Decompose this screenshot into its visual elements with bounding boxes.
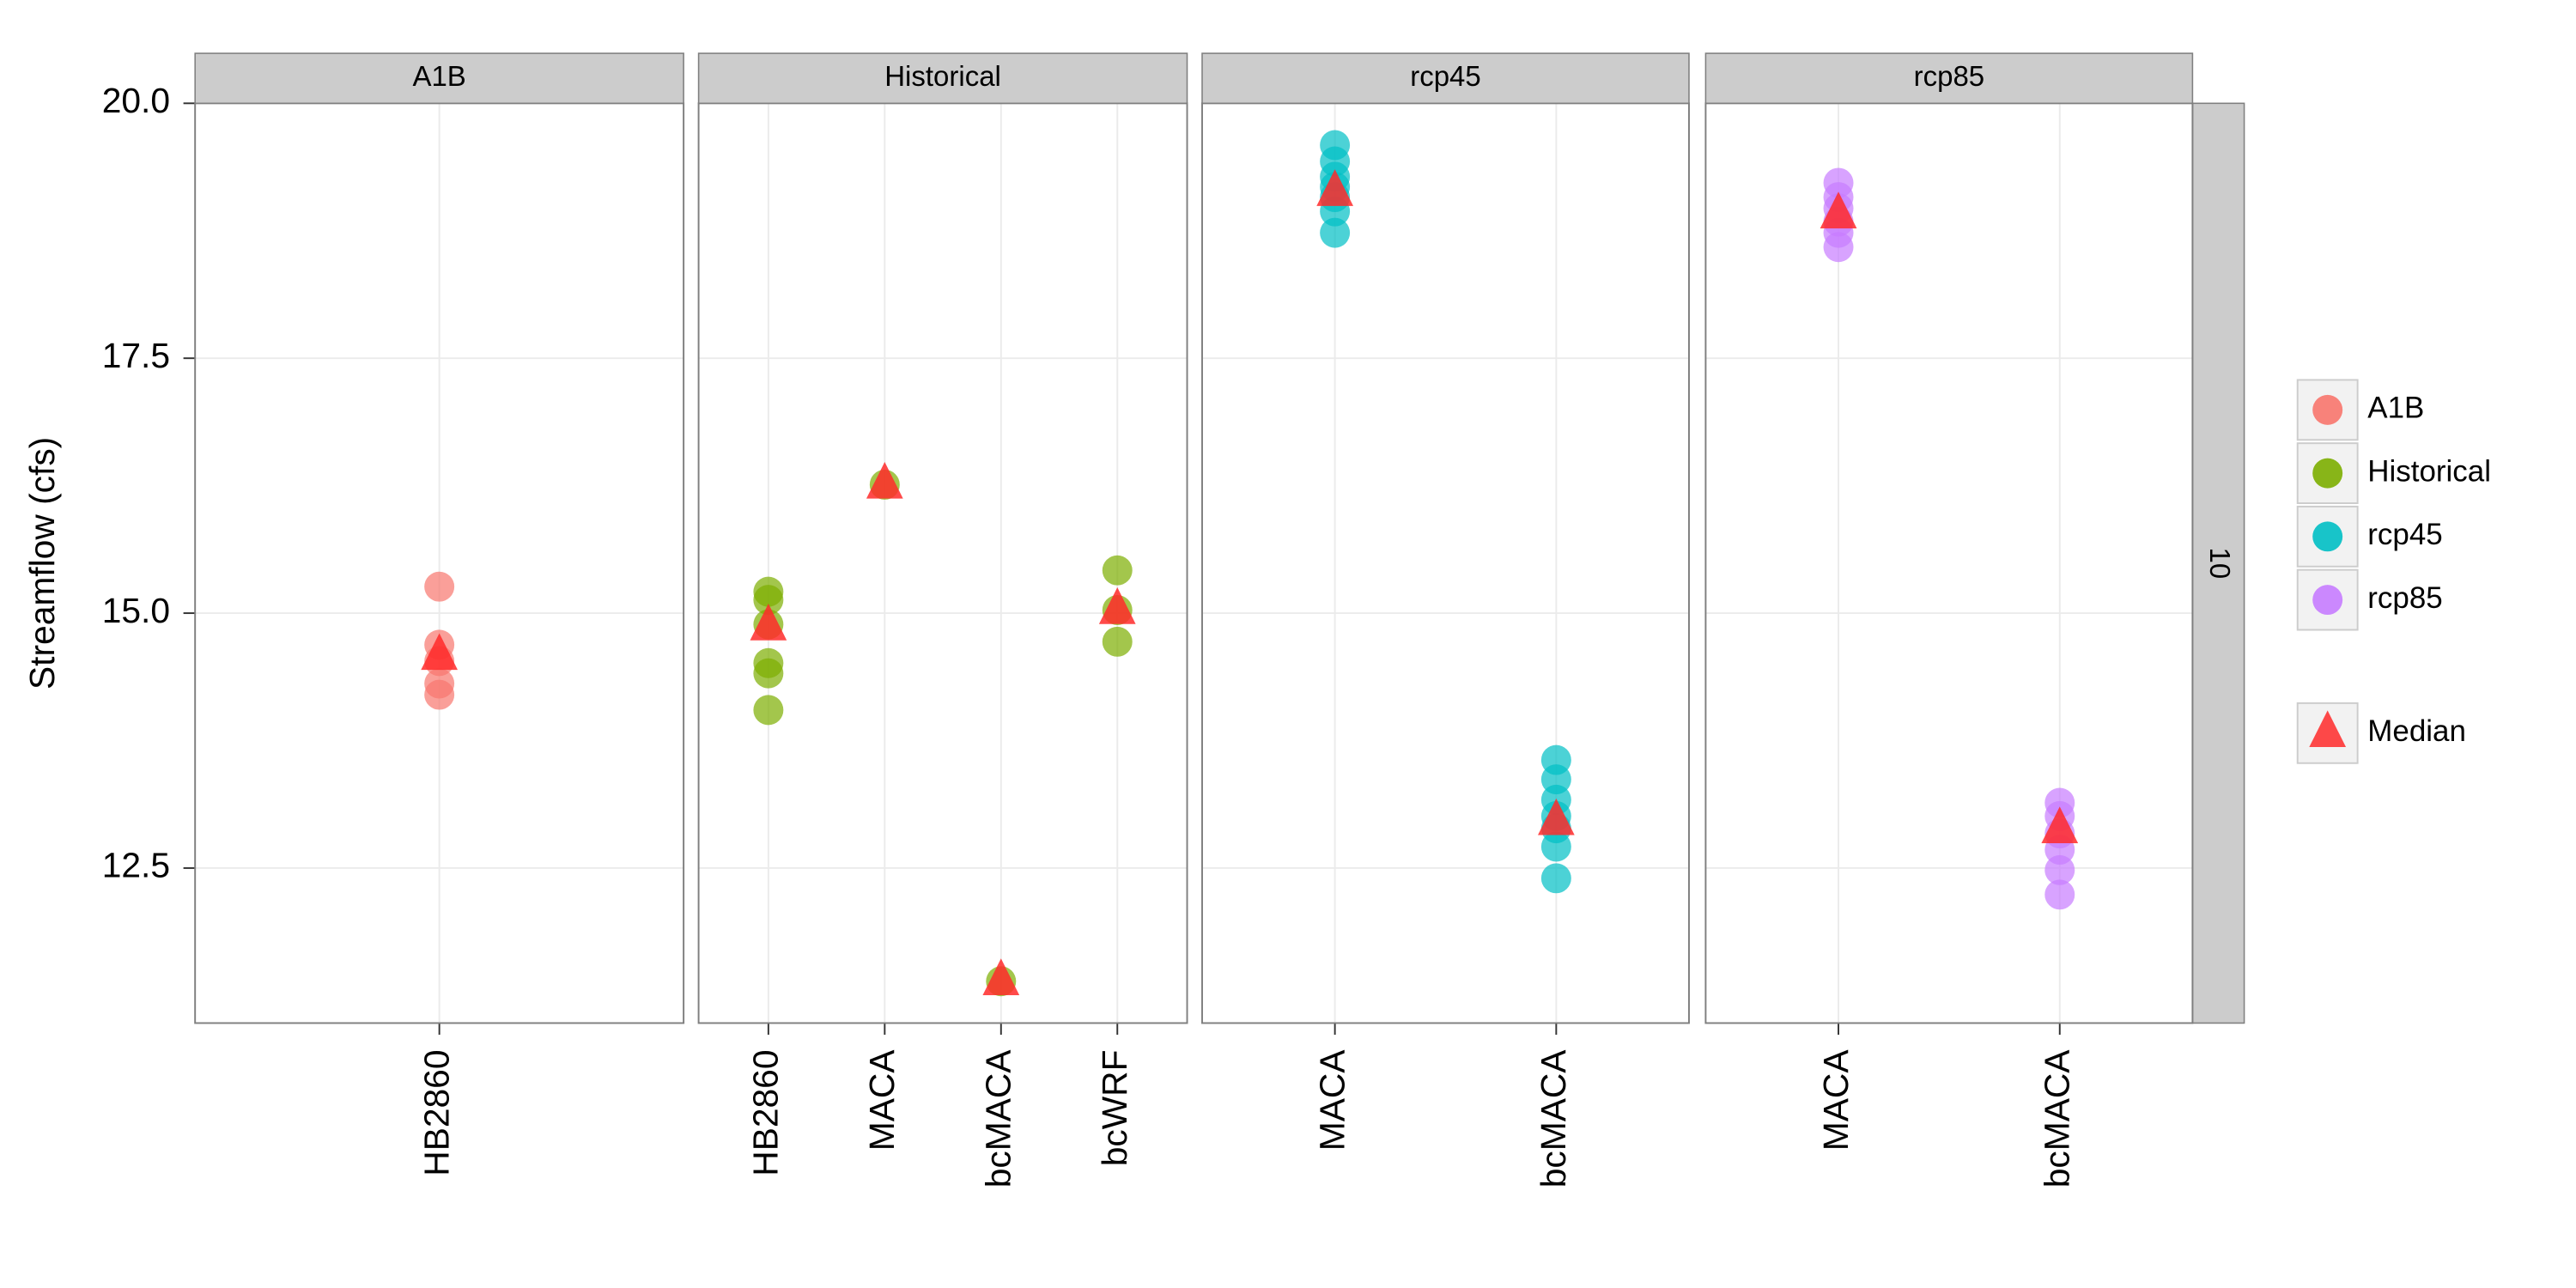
data-point <box>1823 232 1854 263</box>
panel-background <box>1705 103 2193 1024</box>
legend-label: Historical <box>2367 454 2491 488</box>
facet-label: rcp85 <box>1914 60 1985 92</box>
data-point <box>2044 854 2075 885</box>
facet-right-label: 10 <box>2204 548 2236 580</box>
y-tick-label: 15.0 <box>102 591 170 630</box>
data-point <box>753 695 784 726</box>
median-marker <box>1098 587 1136 624</box>
y-axis-title: Streamflow (cfs) <box>22 437 62 690</box>
median-marker <box>1820 191 1857 228</box>
facet-label: A1B <box>412 60 465 92</box>
facet-label: Historical <box>884 60 1001 92</box>
data-point <box>424 679 455 710</box>
median-marker <box>982 958 1020 995</box>
x-tick-label: MACA <box>1312 1049 1352 1151</box>
data-point <box>1102 626 1133 657</box>
x-tick-label: bcMACA <box>979 1049 1018 1188</box>
legend-label: rcp85 <box>2367 581 2442 615</box>
median-marker <box>421 633 459 671</box>
median-marker <box>1537 798 1575 835</box>
data-point <box>1320 217 1351 248</box>
y-tick-label: 12.5 <box>102 846 170 885</box>
legend-swatch <box>2312 458 2343 489</box>
y-tick-label: 17.5 <box>102 336 170 375</box>
data-point <box>753 585 784 616</box>
x-tick-label: bcWRF <box>1095 1050 1134 1167</box>
legend-label: Median <box>2367 714 2466 748</box>
legend-label: rcp45 <box>2367 518 2442 551</box>
facet-strip <box>194 52 684 105</box>
data-point <box>1540 831 1571 862</box>
x-tick-label: bcMACA <box>1534 1049 1573 1188</box>
facet-strip <box>1704 52 2194 105</box>
median-marker <box>750 604 787 641</box>
median-marker <box>866 461 903 499</box>
x-tick-label: bcMACA <box>2038 1049 2077 1188</box>
facet-label: rcp45 <box>1410 60 1481 92</box>
median-marker <box>2041 806 2079 844</box>
data-point <box>424 571 455 602</box>
x-tick-label: MACA <box>862 1049 902 1151</box>
facet-strip <box>697 52 1188 105</box>
legend-swatch <box>2309 710 2347 748</box>
y-tick-label: 20.0 <box>102 81 170 120</box>
legend-swatch <box>2312 394 2343 425</box>
facet-strip-right <box>2191 102 2245 1024</box>
legend-label: A1B <box>2367 392 2424 425</box>
data-point <box>1540 863 1571 894</box>
data-point <box>2044 879 2075 910</box>
panel-background <box>1202 103 1689 1024</box>
data-point <box>753 658 784 689</box>
data-point <box>1102 555 1133 586</box>
legend-swatch <box>2312 521 2343 552</box>
legend-swatch <box>2312 585 2343 616</box>
x-tick-label: HB2860 <box>416 1050 456 1176</box>
x-tick-label: MACA <box>1816 1049 1856 1151</box>
x-tick-label: HB2860 <box>746 1050 786 1176</box>
facet-strip <box>1201 52 1690 105</box>
median-marker <box>1316 169 1353 206</box>
